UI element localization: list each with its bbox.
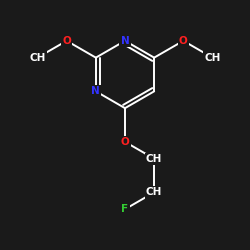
- Text: CH: CH: [29, 53, 46, 63]
- Text: CH: CH: [204, 53, 221, 63]
- Text: CH: CH: [146, 187, 162, 197]
- Text: O: O: [62, 36, 71, 46]
- Text: O: O: [120, 137, 130, 147]
- Text: N: N: [120, 36, 130, 46]
- Text: N: N: [92, 86, 100, 96]
- Text: O: O: [179, 36, 188, 46]
- Text: CH: CH: [146, 154, 162, 164]
- Text: F: F: [122, 204, 128, 214]
